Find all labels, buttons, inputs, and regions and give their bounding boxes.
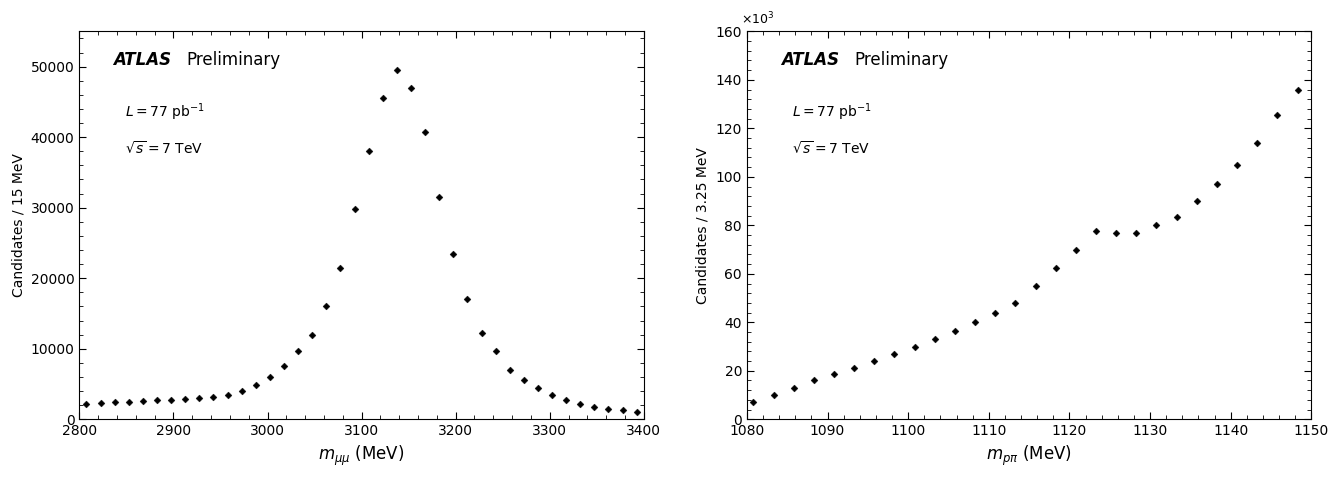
X-axis label: $m_{\mu\mu}$ (MeV): $m_{\mu\mu}$ (MeV)	[319, 444, 405, 468]
Text: $\sqrt{s} = 7$ TeV: $\sqrt{s} = 7$ TeV	[792, 140, 870, 157]
Text: Preliminary: Preliminary	[854, 51, 949, 69]
Text: ATLAS: ATLAS	[781, 51, 839, 69]
Text: $\sqrt{s} = 7$ TeV: $\sqrt{s} = 7$ TeV	[125, 140, 202, 157]
Text: ATLAS: ATLAS	[114, 51, 172, 69]
Text: $L = 77$ pb$^{-1}$: $L = 77$ pb$^{-1}$	[125, 101, 204, 123]
Text: Preliminary: Preliminary	[186, 51, 281, 69]
Text: $L = 77$ pb$^{-1}$: $L = 77$ pb$^{-1}$	[792, 101, 872, 123]
X-axis label: $m_{p\pi}$ (MeV): $m_{p\pi}$ (MeV)	[986, 444, 1072, 468]
Y-axis label: Candidates / 15 MeV: Candidates / 15 MeV	[11, 153, 25, 297]
Text: $\times10^{3}$: $\times10^{3}$	[741, 11, 775, 27]
Y-axis label: Candidates / 3.25 MeV: Candidates / 3.25 MeV	[695, 147, 710, 304]
